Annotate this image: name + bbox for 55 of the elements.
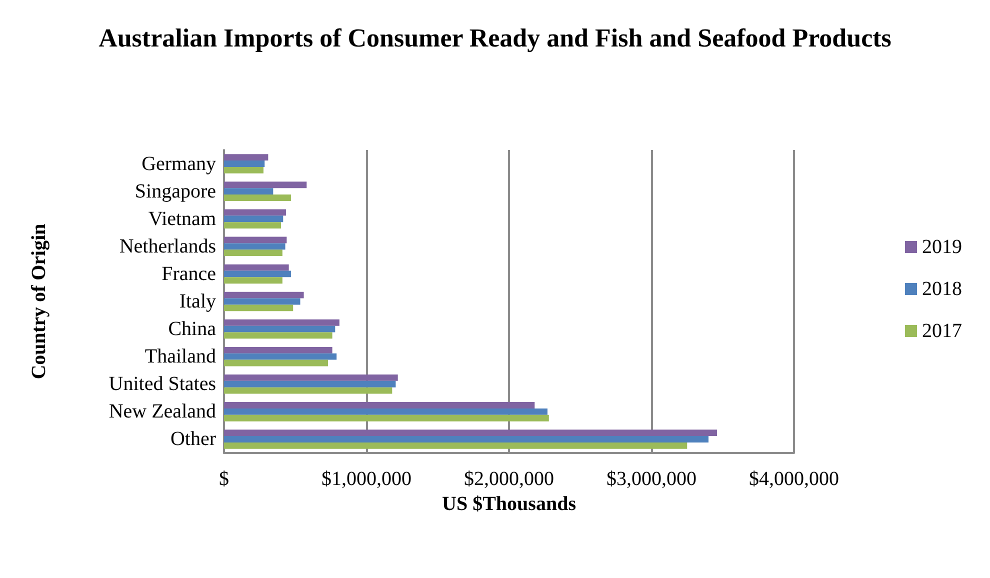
y-tick-label: United States xyxy=(108,373,216,396)
bar xyxy=(224,264,289,271)
y-tick-label: New Zealand xyxy=(108,400,216,423)
y-tick-label: Netherlands xyxy=(119,235,216,258)
bar xyxy=(224,277,282,284)
bar xyxy=(224,346,332,354)
bar xyxy=(224,222,281,229)
bar xyxy=(224,319,340,326)
bar xyxy=(224,292,304,298)
x-tick-label: $2,000,000 xyxy=(464,468,554,490)
bar xyxy=(224,270,291,278)
chart-title: Australian Imports of Consumer Ready and Fish and Seafood Products xyxy=(98,24,892,52)
bar xyxy=(224,402,535,408)
y-tick-label: Germany xyxy=(142,152,216,175)
x-tick-label: $ xyxy=(219,468,229,490)
y-axis-title: Country of Origin xyxy=(28,224,50,380)
x-tick-label: $4,000,000 xyxy=(749,468,839,490)
x-axis-title: US $Thousands xyxy=(442,492,576,515)
legend-label: 2019 xyxy=(922,236,962,258)
bar xyxy=(224,442,688,449)
bar xyxy=(224,154,268,161)
bar xyxy=(224,380,396,388)
bar xyxy=(224,387,392,394)
bar xyxy=(224,353,337,360)
bar xyxy=(224,414,549,422)
bar xyxy=(224,374,398,381)
x-tick-label: $1,000,000 xyxy=(322,468,412,490)
bar xyxy=(224,430,718,436)
bar xyxy=(224,436,708,442)
y-tick-label: France xyxy=(162,262,216,285)
x-tick-label: $3,000,000 xyxy=(606,468,696,490)
y-tick-label: Singapore xyxy=(134,180,216,202)
bar xyxy=(224,236,287,244)
bar xyxy=(224,332,332,339)
bar xyxy=(224,166,264,174)
bar xyxy=(224,182,307,188)
y-tick-label: Italy xyxy=(179,290,216,312)
bar xyxy=(224,188,274,195)
bar xyxy=(224,360,328,366)
bar xyxy=(224,194,291,201)
bar xyxy=(224,298,300,305)
y-tick-label: Thailand xyxy=(144,346,216,368)
y-tick-label: Other xyxy=(170,428,216,450)
bar xyxy=(224,250,282,256)
y-tick-label: Vietnam xyxy=(148,208,216,230)
legend-label: 2017 xyxy=(922,320,962,342)
legend-label: 2018 xyxy=(922,278,962,300)
bar xyxy=(224,408,548,415)
bar xyxy=(224,216,284,222)
bar xyxy=(224,160,265,167)
y-tick-label: China xyxy=(168,318,216,340)
bar xyxy=(224,243,286,250)
bar xyxy=(224,209,286,216)
bar xyxy=(224,326,336,332)
bar xyxy=(224,304,294,312)
